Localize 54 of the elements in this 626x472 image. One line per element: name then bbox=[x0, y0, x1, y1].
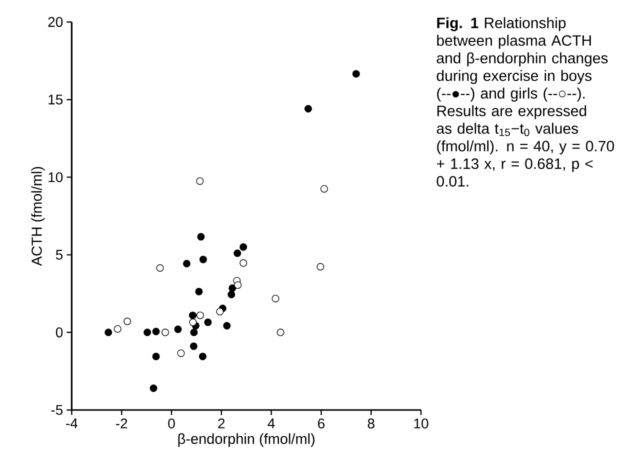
point bbox=[114, 325, 122, 333]
point bbox=[104, 328, 112, 336]
y-axis-title: ACTH (fmol/ml) bbox=[31, 166, 45, 266]
point bbox=[144, 328, 152, 336]
x-tick-label: -2 bbox=[116, 418, 128, 428]
x-tick-label: 6 bbox=[318, 418, 324, 428]
point bbox=[195, 288, 203, 296]
y-tick-label: 10 bbox=[48, 172, 63, 182]
point bbox=[196, 177, 204, 185]
point bbox=[240, 259, 248, 267]
point bbox=[182, 260, 190, 268]
point bbox=[199, 256, 207, 264]
point bbox=[276, 328, 284, 336]
point bbox=[156, 264, 164, 272]
point bbox=[216, 308, 224, 316]
point bbox=[152, 328, 160, 336]
y-tick-label: 20 bbox=[48, 17, 63, 27]
point bbox=[234, 250, 242, 257]
point bbox=[304, 105, 312, 113]
point bbox=[189, 318, 197, 326]
x-tick-label: 4 bbox=[268, 418, 275, 428]
point bbox=[228, 284, 236, 292]
point bbox=[320, 185, 328, 193]
x-axis-title: β-endorphin (fmol/ml) bbox=[178, 433, 314, 447]
point bbox=[197, 233, 205, 241]
x-tick-label: 8 bbox=[368, 418, 374, 428]
text: Fig. 1 Relationship between plasma ACTH and β-endorphin changes during exercise in boys (--●--) and girls (--○--). Results are expressed as delta t$_{15}$−t$_{0}$ values (fmol/ml). n = 40, y = 0.70 + 1.13 x, r = 0.681, p < 0.01. bbox=[436, 17, 614, 187]
point bbox=[188, 312, 196, 320]
point bbox=[190, 328, 198, 336]
point bbox=[352, 70, 360, 78]
point bbox=[204, 318, 212, 326]
x-tick-label: -4 bbox=[66, 418, 78, 428]
point bbox=[316, 263, 324, 270]
y-tick-label: 0 bbox=[56, 327, 63, 338]
point bbox=[240, 243, 248, 251]
x-tick-label: 2 bbox=[218, 418, 225, 428]
point bbox=[150, 384, 158, 392]
point bbox=[152, 352, 160, 360]
point bbox=[190, 342, 198, 350]
point bbox=[174, 326, 182, 334]
point bbox=[234, 281, 242, 289]
point bbox=[162, 328, 170, 336]
point bbox=[272, 294, 280, 302]
y-tick-label: 15 bbox=[48, 94, 63, 104]
point bbox=[223, 322, 231, 330]
point bbox=[124, 318, 132, 326]
y-tick-label: -5 bbox=[51, 405, 63, 415]
x-tick-label: 0 bbox=[168, 418, 175, 428]
point bbox=[196, 312, 204, 320]
point bbox=[228, 290, 236, 298]
x-tick-label: 10 bbox=[414, 418, 428, 428]
point bbox=[177, 349, 185, 357]
y-tick-label: 5 bbox=[56, 250, 63, 260]
point bbox=[198, 352, 206, 360]
